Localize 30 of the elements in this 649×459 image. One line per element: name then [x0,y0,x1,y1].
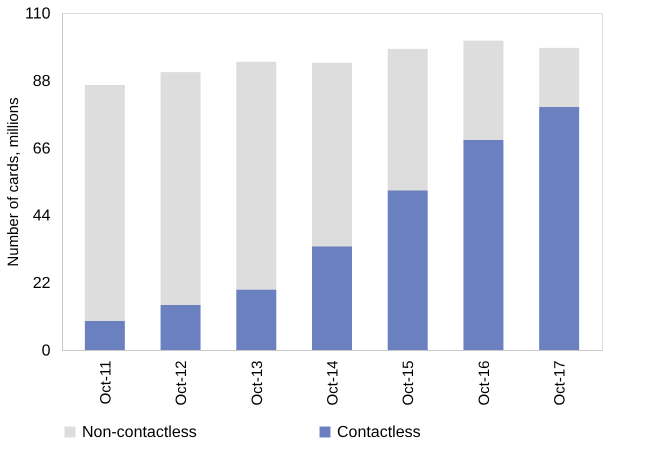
y-tick-label: 88 [32,72,51,90]
y-tick-label: 22 [32,275,51,292]
x-tick-label: Oct-17 [552,360,569,406]
bar [84,84,125,321]
y-tick-label: 66 [32,140,51,158]
legend-label: Contactless [337,424,421,441]
bar [388,48,428,190]
x-tick-label: Oct-16 [476,360,493,406]
bar [312,62,352,246]
bar [463,40,504,140]
legend-label: Non-contactless [82,424,197,441]
x-tick-label: Oct-15 [400,360,418,406]
bar [236,290,276,350]
bar [539,107,580,350]
x-tick-label: Oct-12 [173,360,190,406]
y-tick-label: 0 [42,342,51,360]
y-axis-title: Number of cards, millions [4,97,22,267]
x-tick-label: Oct-11 [97,360,114,404]
bar [160,72,201,305]
bar [236,62,276,290]
y-tick-label: 44 [32,208,51,225]
bar [84,320,125,350]
y-tick-label: 110 [24,6,51,22]
bar [463,140,504,350]
x-tick-label: Oct-14 [324,360,342,406]
x-tick-label: Oct-13 [248,360,266,406]
bar [160,304,201,350]
bar [539,48,580,108]
bar [388,190,428,350]
bar [312,246,352,350]
